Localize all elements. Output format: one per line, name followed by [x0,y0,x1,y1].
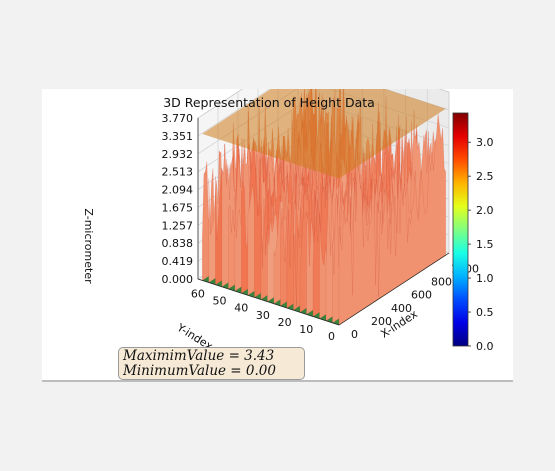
y-tick-label: 40 [234,302,248,315]
colorbar-tick-label: 1.5 [476,238,494,251]
x-tick-label: 0 [351,328,358,341]
colorbar: 0.0 0.5 1.0 1.5 2.0 2.5 3.0 [452,112,494,353]
y-tick-label: 0 [328,330,335,343]
chart-title: 3D Representation of Height Data [163,95,375,110]
z-tick-label: 0.419 [162,255,194,268]
colorbar-tick-label: 0.0 [476,340,494,353]
surface-strip [338,113,446,326]
z-tick-label: 2.094 [162,184,194,197]
x-tick-label: 600 [411,289,432,302]
axes: 0200400600800100001020304050600.0000.419… [162,112,480,343]
z-tick-label: 0.838 [162,237,194,250]
z-tick-label: 0.000 [162,273,194,286]
colorbar-tick-label: 2.5 [476,170,494,183]
colorbar-tick-label: 0.5 [476,306,494,319]
figure-baseline [42,380,513,382]
z-axis-label: Z-micrometer [82,208,95,284]
z-tick-label: 3.351 [162,130,194,143]
y-tick-label: 10 [299,323,313,336]
y-tick-label: 50 [213,295,227,308]
max-value-text: MaximimValue = 3.43 [123,348,275,364]
y-tick-label: 30 [256,309,270,322]
grid-z-back [197,89,243,119]
z-tick-label: 2.932 [162,148,194,161]
min-value-text: MinimumValue = 0.00 [123,363,276,379]
colorbar-tick-label: 2.0 [476,204,494,217]
z-tick-label: 1.257 [162,219,194,232]
figure-canvas: 0200400600800100001020304050600.0000.419… [42,89,513,380]
grid-z-back [197,89,271,137]
y-tick-label: 20 [278,316,292,329]
x-tick-label: 200 [371,315,392,328]
max-value-plane [202,89,446,179]
colorbar-tick-label: 1.0 [476,272,494,285]
x-axis-line [338,252,450,326]
surface [202,89,446,326]
surface-plot: 0200400600800100001020304050600.0000.419… [82,89,494,353]
y-tick-label: 60 [191,288,205,301]
z-tick-label: 2.513 [162,166,194,179]
colorbar-bar [452,112,469,347]
x-tick-label: 400 [391,302,412,315]
colorbar-tick-label: 3.0 [476,136,494,149]
z-tick-label: 3.770 [162,112,194,125]
y-axis-line [197,278,340,326]
z-tick-label: 1.675 [162,201,194,214]
extrema-annotation-box: MaximimValue = 3.43 MinimumValue = 0.00 [118,347,305,380]
x-tick-label: 800 [431,276,452,289]
